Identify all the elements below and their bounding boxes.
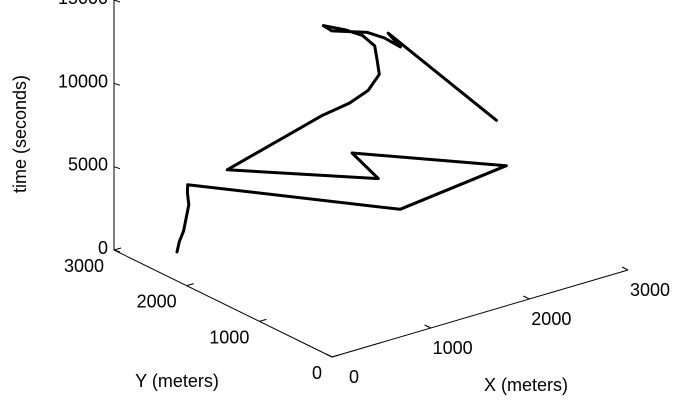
ticks: 0100020003000010002000300005000100001500… — [58, 0, 670, 387]
x-tick-label: 2000 — [531, 309, 571, 329]
y-tick-label: 1000 — [209, 327, 249, 347]
x-tick — [621, 266, 629, 271]
series-line — [175, 24, 508, 254]
z-tick-label: 5000 — [68, 155, 108, 175]
y-tick-label: 2000 — [137, 292, 177, 312]
x-tick-label: 3000 — [630, 280, 670, 300]
x-axis-label: X (meters) — [484, 375, 568, 395]
z-tick-label: 10000 — [58, 71, 108, 91]
z-tick — [113, 0, 121, 3]
x-tick-label: 1000 — [433, 338, 473, 358]
x-tick — [523, 295, 530, 300]
x-tick-label: 0 — [349, 367, 359, 387]
y-tick — [186, 283, 194, 287]
x-axis-line — [331, 269, 629, 358]
axes — [113, 0, 629, 358]
x-tick — [424, 324, 431, 329]
z-tick — [113, 249, 121, 253]
y-tick — [331, 354, 340, 358]
x-tick — [325, 353, 333, 358]
z-axis-label: time (seconds) — [10, 75, 30, 193]
y-axis-line — [113, 249, 333, 358]
y-tick — [259, 318, 267, 322]
series-group — [175, 24, 508, 254]
z-tick-label: 0 — [98, 238, 108, 258]
y-tick-label: 3000 — [64, 256, 104, 276]
y-tick-label: 0 — [312, 363, 322, 383]
z-tick — [113, 82, 121, 86]
z-tick — [113, 166, 121, 170]
z-tick-label: 15000 — [58, 0, 108, 8]
y-axis-label: Y (meters) — [135, 371, 219, 391]
y-tick — [113, 247, 122, 251]
